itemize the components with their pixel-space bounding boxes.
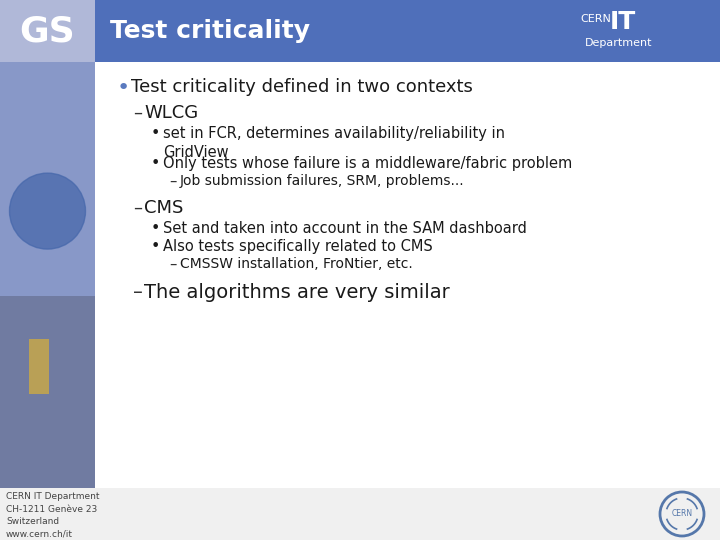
Text: •: •	[151, 239, 161, 254]
Text: •: •	[151, 221, 161, 236]
Text: CMS: CMS	[144, 199, 184, 217]
Text: WLCG: WLCG	[144, 104, 198, 122]
Bar	[0, 488, 720, 540]
Bar	[0, 296, 95, 488]
Text: –: –	[133, 104, 142, 122]
Text: –: –	[169, 174, 176, 189]
Text: –: –	[133, 283, 143, 302]
Text: •: •	[117, 78, 130, 98]
Text: GS: GS	[19, 14, 76, 48]
Text: •: •	[151, 156, 161, 171]
Text: CERN IT Department
CH-1211 Genève 23
Switzerland
www.cern.ch/it: CERN IT Department CH-1211 Genève 23 Swi…	[6, 492, 99, 538]
Text: CERN: CERN	[580, 14, 611, 24]
Text: –: –	[169, 257, 176, 272]
Text: •: •	[151, 126, 161, 141]
Text: CMSSW installation, FroNtier, etc.: CMSSW installation, FroNtier, etc.	[180, 257, 413, 271]
Text: Department: Department	[585, 38, 652, 48]
Text: set in FCR, determines availability/reliability in
GridView: set in FCR, determines availability/reli…	[163, 126, 505, 160]
Text: –: –	[133, 199, 142, 217]
Text: Also tests specifically related to CMS: Also tests specifically related to CMS	[163, 239, 433, 254]
Circle shape	[9, 173, 86, 249]
Text: Job submission failures, SRM, problems...: Job submission failures, SRM, problems..…	[180, 174, 464, 188]
Bar	[0, 62, 95, 488]
Text: IT: IT	[610, 10, 636, 34]
Bar	[0, 0, 720, 62]
Text: Test criticality defined in two contexts: Test criticality defined in two contexts	[131, 78, 473, 96]
Text: Only tests whose failure is a middleware/fabric problem: Only tests whose failure is a middleware…	[163, 156, 572, 171]
Bar	[29, 339, 48, 394]
Bar	[0, 0, 95, 62]
Bar	[95, 62, 720, 540]
Text: Set and taken into account in the SAM dashboard: Set and taken into account in the SAM da…	[163, 221, 527, 236]
Text: The algorithms are very similar: The algorithms are very similar	[144, 283, 450, 302]
Text: CERN: CERN	[672, 510, 693, 518]
Text: Test criticality: Test criticality	[110, 19, 310, 43]
